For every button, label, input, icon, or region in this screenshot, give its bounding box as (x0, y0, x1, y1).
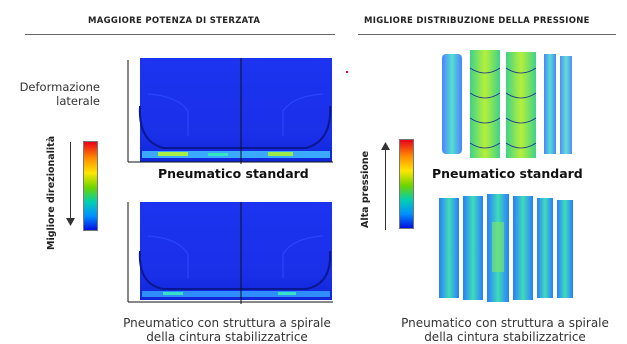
directionality-color-scale (83, 141, 98, 231)
pressure-scale-label: Alta pressione (360, 150, 371, 228)
left-spiral-tyre-caption-line2: della cintura stabilizzatrice (146, 330, 308, 344)
left-standard-tyre-caption: Pneumatico standard (158, 166, 309, 181)
right-spiral-tyre-caption-line1: Pneumatico con struttura a spirale (401, 316, 609, 330)
pressure-arrow-head-icon (381, 142, 390, 150)
directionality-arrow-head-icon (66, 218, 75, 226)
lateral-deformation-label-line2: laterale (56, 94, 100, 108)
lateral-deformation-label: Deformazione laterale (4, 80, 100, 108)
right-spiral-tyre-caption: Pneumatico con struttura a spirale della… (380, 316, 627, 344)
directionality-arrow-shaft (70, 142, 71, 222)
left-section-title: MAGGIORE POTENZA DI STERZATA (88, 16, 261, 26)
red-dot-marker (346, 71, 348, 73)
right-section-title: MIGLIORE DISTRIBUZIONE DELLA PRESSIONE (364, 16, 590, 26)
standard-tyre-pressure-image (442, 48, 572, 160)
right-standard-tyre-caption: Pneumatico standard (432, 166, 583, 181)
directionality-scale-label: Migliore direzionalità (46, 135, 57, 250)
spiral-belt-tyre-pressure-image (439, 194, 573, 302)
pressure-arrow-shaft (385, 150, 386, 230)
lateral-deformation-label-line1: Deformazione (19, 80, 100, 94)
left-title-rule (25, 34, 335, 35)
spiral-belt-tyre-deformation-image (127, 202, 333, 304)
right-spiral-tyre-caption-line2: della cintura stabilizzatrice (424, 330, 586, 344)
right-title-rule (358, 34, 616, 35)
left-spiral-tyre-caption-line1: Pneumatico con struttura a spirale (123, 316, 331, 330)
standard-tyre-deformation-image (127, 58, 333, 164)
left-spiral-tyre-caption: Pneumatico con struttura a spirale della… (102, 316, 352, 344)
pressure-color-scale (399, 139, 414, 229)
